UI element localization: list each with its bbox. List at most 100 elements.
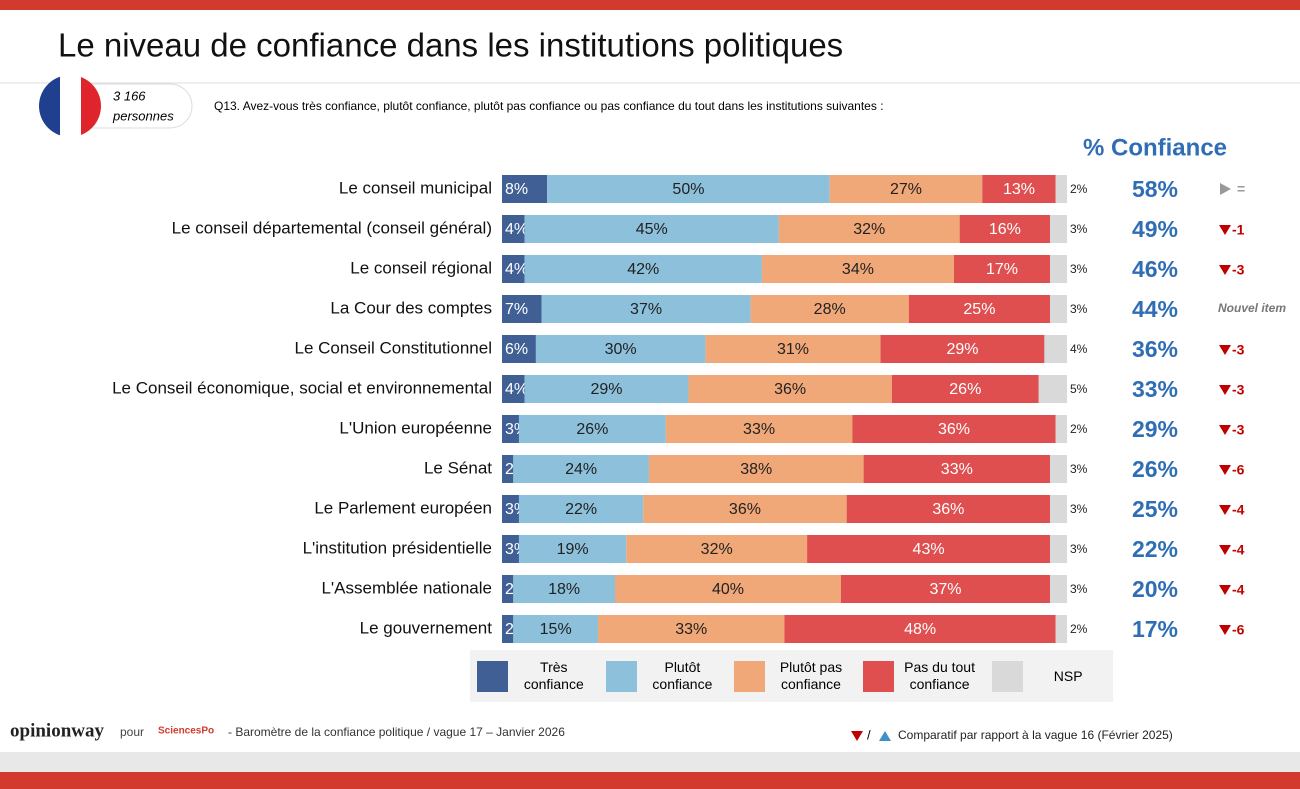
- value-label: 34%: [842, 261, 874, 278]
- bar-segment: [705, 335, 881, 363]
- bar-segment: [518, 495, 644, 523]
- down-arrow: [1219, 585, 1231, 595]
- value-label: 3%: [1070, 582, 1088, 596]
- bar-segment: [643, 495, 847, 523]
- value-label: 19%: [557, 541, 589, 558]
- value-label: 17%: [986, 261, 1018, 278]
- legend-swatch: [991, 660, 1023, 692]
- legend-item: Pas du tout confiance: [863, 659, 977, 693]
- bar-segment: [648, 455, 864, 483]
- confidence-value: 46%: [1132, 256, 1178, 282]
- bar-segment: [524, 255, 762, 283]
- value-label: 36%: [729, 501, 761, 518]
- value-label: 30%: [605, 341, 637, 358]
- value-label: 42%: [627, 261, 659, 278]
- value-label: 28%: [814, 301, 846, 318]
- bar-segment: [959, 215, 1051, 243]
- down-arrow: [1219, 465, 1231, 475]
- bar-segment: [1050, 255, 1067, 283]
- value-label: 22%: [565, 501, 597, 518]
- bar-segment: [891, 375, 1039, 403]
- legend-swatch: [605, 660, 637, 692]
- bar-segment: [1038, 375, 1067, 403]
- change: -4: [1232, 582, 1245, 598]
- value-label: 32%: [701, 541, 733, 558]
- value-label: 43%: [913, 541, 945, 558]
- confidence-value: 22%: [1132, 536, 1178, 562]
- partner: SciencesPo: [158, 726, 214, 737]
- value-label: 4%: [505, 261, 528, 278]
- bar-segment: [807, 535, 1051, 563]
- bar-segment: [502, 255, 525, 283]
- value-label: 48%: [904, 621, 936, 638]
- change: -3: [1232, 342, 1245, 358]
- bar-segment: [1044, 335, 1067, 363]
- legend: Très confiance Plutôt confiance Plutôt pas…: [470, 650, 1113, 702]
- value-label: 4%: [505, 221, 528, 238]
- value-label: 40%: [712, 581, 744, 598]
- bar-segment: [852, 415, 1056, 443]
- category-label: Le Sénat: [424, 458, 492, 477]
- legend-item: NSP: [991, 660, 1106, 692]
- bar-segment: [502, 215, 525, 243]
- confidence-value: 44%: [1132, 296, 1178, 322]
- confidence-value: 26%: [1132, 456, 1178, 482]
- value-label: 36%: [932, 501, 964, 518]
- for: pour: [120, 725, 144, 739]
- value-label: 45%: [636, 221, 668, 238]
- value-label: 13%: [1003, 181, 1035, 198]
- category-label: Le Parlement européen: [314, 498, 492, 517]
- category-label: Le conseil régional: [350, 258, 492, 277]
- confidence-value: 29%: [1132, 416, 1178, 442]
- value-label: 26%: [949, 381, 981, 398]
- flag: [39, 75, 101, 137]
- bar-segment: [547, 175, 830, 203]
- question: Q13. Avez-vous très confiance, plutôt co…: [214, 99, 884, 113]
- bar-segment: [535, 335, 706, 363]
- down-arrow: [1219, 265, 1231, 275]
- bar-segment: [615, 575, 841, 603]
- confidence-value: 49%: [1132, 216, 1178, 242]
- bar-segment: [502, 495, 519, 523]
- legend-label: NSP: [1053, 667, 1083, 684]
- bar-segment: [502, 575, 514, 603]
- change: Nouvel item: [1218, 301, 1286, 315]
- change: -3: [1232, 382, 1245, 398]
- up-icon: [879, 731, 891, 741]
- legend-label: Plutôt confiance: [652, 659, 713, 692]
- flat-arrow: [1220, 183, 1231, 195]
- confidence-title: % Confiance: [1083, 134, 1227, 161]
- bar-segment: [513, 615, 599, 643]
- down-arrow: [1219, 425, 1231, 435]
- confidence-value: 36%: [1132, 336, 1178, 362]
- bar-segment: [841, 575, 1051, 603]
- value-label: 50%: [672, 181, 704, 198]
- value-label: 37%: [930, 581, 962, 598]
- confidence-value: 58%: [1132, 176, 1178, 202]
- down-arrow: [1219, 345, 1231, 355]
- down-arrow: [1219, 505, 1231, 515]
- bar-segment: [518, 415, 666, 443]
- change: -4: [1232, 502, 1245, 518]
- value-label: 3%: [1070, 222, 1088, 236]
- bar-segment: [982, 175, 1056, 203]
- value-label: 3%: [1070, 462, 1088, 476]
- value-label: 33%: [675, 621, 707, 638]
- value-label: 29%: [591, 381, 623, 398]
- legend-swatch: [477, 660, 509, 692]
- value-label: 33%: [941, 461, 973, 478]
- change: -4: [1232, 542, 1245, 558]
- bar-segment: [502, 375, 525, 403]
- value-label: 33%: [743, 421, 775, 438]
- bar-segment: [1050, 455, 1067, 483]
- value-label: 2%: [1070, 422, 1088, 436]
- value-label: 6%: [505, 341, 528, 358]
- change: -6: [1232, 622, 1245, 638]
- change: -1: [1232, 222, 1245, 238]
- bar-segment: [761, 255, 954, 283]
- bar-segment: [524, 215, 779, 243]
- bar-segment: [863, 455, 1051, 483]
- sample-count: 3 166: [113, 88, 146, 103]
- bar-segment: [598, 615, 785, 643]
